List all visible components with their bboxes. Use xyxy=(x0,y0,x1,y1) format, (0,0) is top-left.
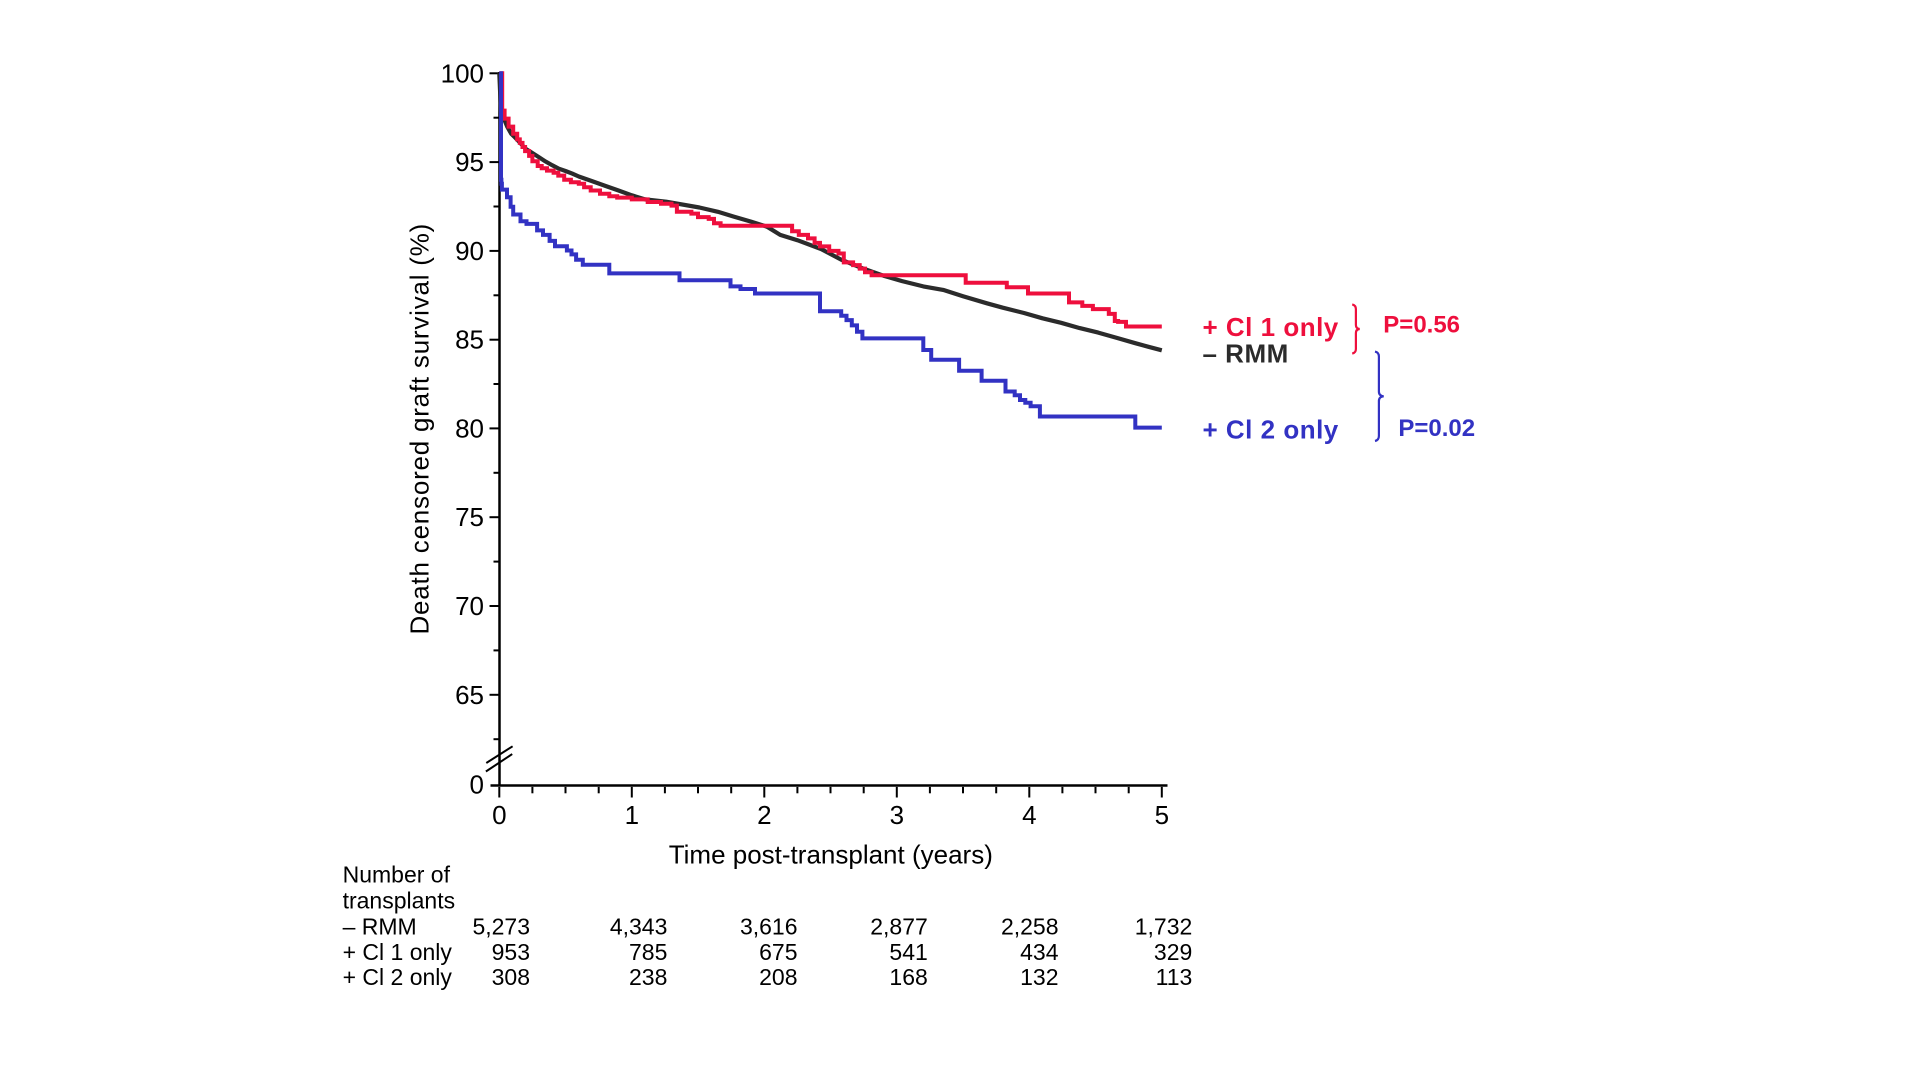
svg-text:70: 70 xyxy=(455,591,484,621)
svg-text:0: 0 xyxy=(492,800,506,830)
svg-text:5: 5 xyxy=(1155,800,1169,830)
svg-text:2: 2 xyxy=(757,800,771,830)
svg-text:675: 675 xyxy=(759,939,797,965)
svg-text:80: 80 xyxy=(455,413,484,443)
svg-text:+ Cl 2 only: + Cl 2 only xyxy=(1203,415,1339,445)
svg-text:+ Cl 1 only: + Cl 1 only xyxy=(1203,312,1339,342)
svg-text:100: 100 xyxy=(441,58,484,88)
svg-text:5,273: 5,273 xyxy=(472,914,530,940)
svg-text:238: 238 xyxy=(629,964,667,990)
svg-text:208: 208 xyxy=(759,964,797,990)
svg-text:Death censored graft survival: Death censored graft survival (%) xyxy=(405,223,435,635)
svg-text:132: 132 xyxy=(1020,964,1058,990)
svg-text:– RMM: – RMM xyxy=(343,914,417,940)
svg-text:0: 0 xyxy=(470,770,484,800)
svg-text:+ Cl 1 only: + Cl 1 only xyxy=(343,939,453,965)
svg-text:953: 953 xyxy=(492,939,530,965)
svg-text:329: 329 xyxy=(1154,939,1192,965)
svg-text:65: 65 xyxy=(455,680,484,710)
svg-text:P=0.02: P=0.02 xyxy=(1398,415,1475,442)
svg-text:308: 308 xyxy=(492,964,530,990)
svg-text:Number of: Number of xyxy=(343,862,451,888)
svg-text:168: 168 xyxy=(889,964,927,990)
svg-text:4,343: 4,343 xyxy=(610,914,668,940)
svg-text:85: 85 xyxy=(455,325,484,355)
svg-text:541: 541 xyxy=(889,939,927,965)
svg-text:– RMM: – RMM xyxy=(1203,339,1289,369)
svg-text:4: 4 xyxy=(1022,800,1036,830)
svg-text:95: 95 xyxy=(455,147,484,177)
svg-text:434: 434 xyxy=(1020,939,1059,965)
svg-text:3,616: 3,616 xyxy=(740,914,798,940)
svg-text:+ Cl 2 only: + Cl 2 only xyxy=(343,964,453,990)
svg-text:90: 90 xyxy=(455,236,484,266)
svg-text:785: 785 xyxy=(629,939,667,965)
svg-text:75: 75 xyxy=(455,502,484,532)
svg-text:P=0.56: P=0.56 xyxy=(1383,312,1460,339)
svg-text:2,877: 2,877 xyxy=(870,914,928,940)
svg-text:Time post-transplant (years): Time post-transplant (years) xyxy=(669,840,993,870)
svg-text:3: 3 xyxy=(890,800,904,830)
svg-text:113: 113 xyxy=(1156,964,1193,990)
svg-text:transplants: transplants xyxy=(343,888,456,914)
svg-text:1,732: 1,732 xyxy=(1135,914,1193,940)
svg-text:2,258: 2,258 xyxy=(1001,914,1059,940)
svg-text:1: 1 xyxy=(625,800,639,830)
